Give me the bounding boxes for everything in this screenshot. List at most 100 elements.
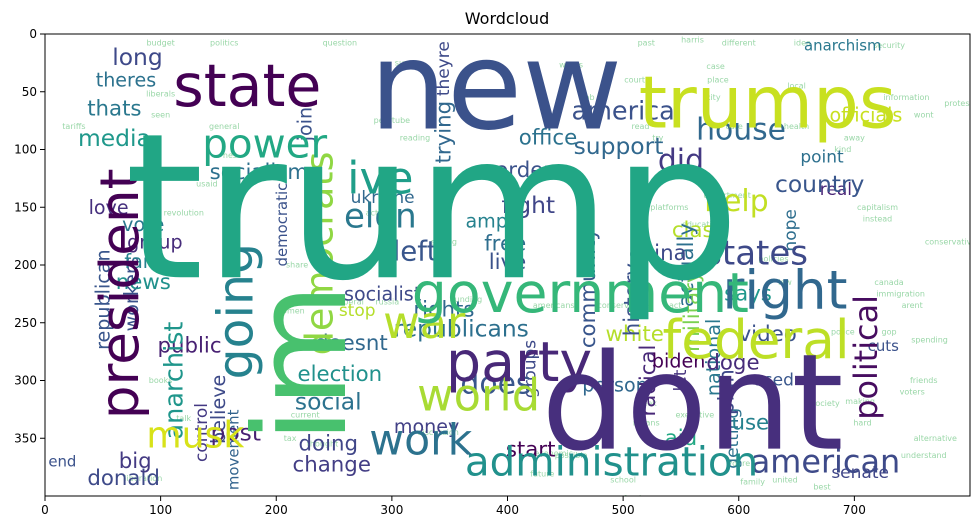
word-doing: doing xyxy=(299,432,358,457)
word-radical: radical xyxy=(636,345,661,417)
word-city: city xyxy=(706,93,721,102)
x-tick-label: 600 xyxy=(727,503,750,517)
word-read: read xyxy=(631,122,649,131)
word-trying: trying xyxy=(431,101,456,164)
word-canada: canada xyxy=(874,278,903,287)
word-media: media xyxy=(78,124,151,152)
word-federal: federal xyxy=(663,309,850,371)
word-news: news xyxy=(116,270,171,295)
word-liberals: liberals xyxy=(146,90,175,99)
word-public: public xyxy=(157,333,221,358)
word-fight: fight xyxy=(502,191,556,219)
word-point: point xyxy=(800,148,844,168)
word-country: country xyxy=(775,170,865,198)
word-theyre: theyre xyxy=(434,41,454,96)
word-voters: voters xyxy=(900,388,925,397)
word-senate: senate xyxy=(831,463,889,483)
word-society: society xyxy=(811,399,840,408)
word-department: department xyxy=(704,191,751,200)
word-aid: aid xyxy=(665,426,698,451)
word-general: general xyxy=(209,122,239,131)
word-elon: elon xyxy=(344,196,417,236)
word-discussion: discussion xyxy=(417,428,458,437)
word-hes: hes xyxy=(223,151,237,160)
y-tick-label: 100 xyxy=(14,143,37,157)
y-tick-label: 150 xyxy=(14,200,37,214)
chart-title: Wordcloud xyxy=(465,9,549,28)
x-tick-label: 100 xyxy=(149,503,172,517)
word-capitalism: capitalism xyxy=(857,203,898,212)
word-did: did xyxy=(658,144,704,179)
word-doge: doge xyxy=(706,351,759,376)
word-gop: gop xyxy=(882,327,897,336)
word-video: video xyxy=(739,322,797,347)
word-ukraine: ukraine xyxy=(351,188,415,208)
word-does: does xyxy=(460,366,531,401)
word-arent: arent xyxy=(902,301,923,310)
word-doesnt: doesnt xyxy=(315,331,388,356)
word-order: order xyxy=(495,158,552,183)
word-sure: sure xyxy=(395,58,412,67)
word-funding: funding xyxy=(452,295,482,304)
word-try: try xyxy=(652,133,663,142)
word-budget: budget xyxy=(146,39,174,48)
word-possible: possible xyxy=(555,451,588,460)
word-vote: vote xyxy=(122,213,164,236)
word-republican: republican xyxy=(91,249,114,349)
y-tick-label: 0 xyxy=(29,27,37,41)
word-russia: russia xyxy=(375,297,399,306)
word-peertube: peertube xyxy=(374,116,410,125)
word-share: share xyxy=(286,261,308,270)
word-liberal: liberal xyxy=(339,297,364,306)
x-tick-label: 0 xyxy=(41,503,49,517)
word-change: change xyxy=(293,452,371,477)
word-work: work xyxy=(369,416,472,466)
word-food: food xyxy=(624,494,642,503)
word-local: local xyxy=(787,81,806,90)
word-workers: workers xyxy=(120,256,143,331)
word-cuts: cuts xyxy=(868,337,899,355)
word-political: political xyxy=(847,295,885,420)
word-house: house xyxy=(696,112,786,147)
word-history: history xyxy=(620,263,645,336)
word-policies: policies xyxy=(758,255,788,264)
word-movement: movement xyxy=(224,409,242,490)
word-books: books xyxy=(149,376,173,385)
y-tick-label: 250 xyxy=(14,316,37,330)
word-law: law xyxy=(778,278,792,287)
word-friends: friends xyxy=(910,376,938,385)
word-question: question xyxy=(323,39,358,48)
word-understand: understand xyxy=(901,451,947,460)
word-military: military xyxy=(680,271,705,352)
word-administration: administration xyxy=(465,437,758,485)
word-democrats: democrats xyxy=(298,152,343,356)
word-family: family xyxy=(740,478,765,487)
word-immigration: immigration xyxy=(876,289,925,298)
word-national: national xyxy=(702,319,725,396)
word-says: says xyxy=(724,281,772,306)
word-long: long xyxy=(112,43,162,71)
word-job: job xyxy=(581,93,594,102)
word-big: big xyxy=(119,449,152,474)
word-republicans: republicans xyxy=(394,315,529,343)
y-tick-label: 300 xyxy=(14,374,37,388)
word-love: love xyxy=(89,196,129,219)
word-school: school xyxy=(610,475,636,484)
word-money: money xyxy=(394,415,459,438)
word-im: im xyxy=(227,283,376,443)
word-liberation: liberation xyxy=(124,474,162,483)
word-2025: 2025 xyxy=(107,497,127,506)
word-united: united xyxy=(772,475,798,484)
word-education: education xyxy=(682,220,722,229)
word-post: post xyxy=(211,418,262,446)
word-tax: tax xyxy=(284,434,297,443)
word-live: live xyxy=(489,250,527,275)
word-hard: hard xyxy=(853,419,871,428)
word-american: american xyxy=(751,442,901,480)
word-thats: thats xyxy=(87,97,141,122)
y-tick-label: 200 xyxy=(14,258,37,272)
word-future: future xyxy=(530,470,554,479)
word-americans: americans xyxy=(533,301,575,310)
word-youre: youre xyxy=(727,459,750,468)
word-thought: thought xyxy=(307,440,338,449)
